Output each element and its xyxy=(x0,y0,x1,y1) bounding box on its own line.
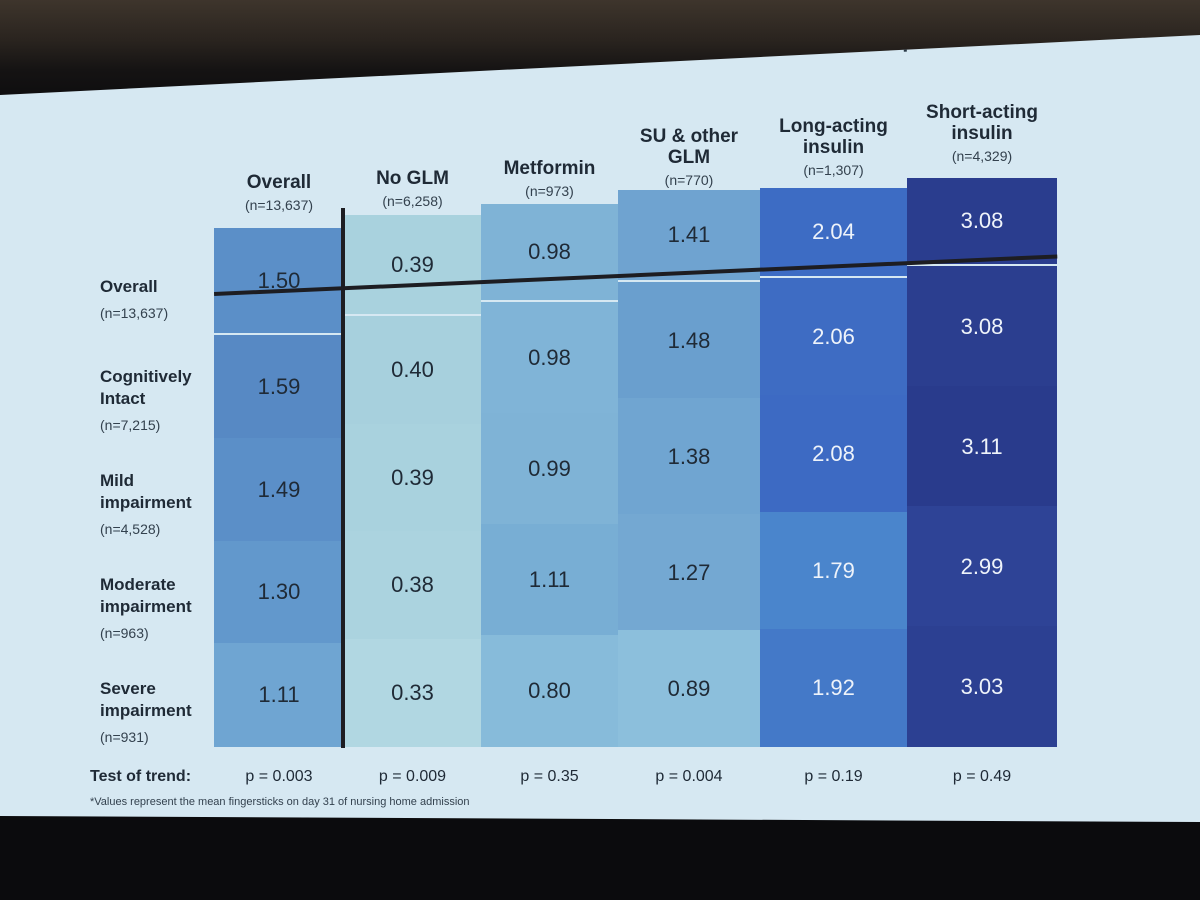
row-count: (n=4,528) xyxy=(100,521,161,537)
p-value: p = 0.19 xyxy=(804,768,863,785)
column-count: (n=4,329) xyxy=(951,148,1013,164)
table-cell: 1.30 xyxy=(214,540,344,645)
column-label: Metformin xyxy=(503,158,596,179)
table-cell: 0.38 xyxy=(344,531,481,640)
table-cell: 0.89 xyxy=(618,630,760,747)
column-count: (n=1,307) xyxy=(803,162,864,178)
table-cell: 2.08 xyxy=(760,395,907,513)
table-cell: 3.03 xyxy=(907,626,1057,747)
column-label: Overall xyxy=(246,172,312,193)
row-label: Mild impairment xyxy=(100,471,192,512)
row-count: (n=7,215) xyxy=(100,417,161,433)
table-cell: 0.39 xyxy=(344,423,481,532)
column-header: SU & other GLM (n=770) xyxy=(618,126,760,191)
row-header: Mild impairment (n=4,528) xyxy=(100,470,215,540)
column-header: Short-acting insulin (n=4,329) xyxy=(907,102,1057,167)
table-cell: 1.92 xyxy=(760,629,907,747)
column-header: Long-acting insulin (n=1,307) xyxy=(760,116,907,181)
row-header: Severe impairment (n=931) xyxy=(100,678,215,748)
column-count: (n=973) xyxy=(525,183,574,199)
table-cell: 1.41 xyxy=(618,190,760,280)
table-cell: 0.99 xyxy=(481,413,618,525)
footnote: *Values represent the mean fingersticks … xyxy=(90,796,470,808)
row-count: (n=931) xyxy=(100,729,149,745)
p-value: p = 0.003 xyxy=(245,768,313,785)
table-cell: 0.98 xyxy=(481,204,618,300)
table-cell: 1.48 xyxy=(618,282,760,399)
row-count: (n=963) xyxy=(100,625,149,641)
column-label: No GLM xyxy=(376,168,449,189)
p-value: p = 0.009 xyxy=(378,768,447,785)
table-cell: 0.33 xyxy=(344,638,481,747)
p-value: p = 0.35 xyxy=(520,768,579,785)
p-value: p = 0.49 xyxy=(952,768,1012,785)
row-count: (n=13,637) xyxy=(100,305,169,321)
table-cell: 1.38 xyxy=(618,398,760,515)
table-cell: 0.39 xyxy=(344,215,481,314)
row-header: Cognitively Intact (n=7,215) xyxy=(100,366,215,436)
table-cell: 0.98 xyxy=(481,302,618,414)
row-label: Moderate impairment xyxy=(100,575,192,616)
row-header: Overall (n=13,637) xyxy=(100,276,215,324)
vertical-divider xyxy=(341,208,345,748)
column-header: Metformin (n=973) xyxy=(481,158,618,202)
table-cell: 2.99 xyxy=(907,506,1057,627)
column-header: No GLM (n=6,258) xyxy=(344,168,481,212)
row-label: Severe impairment xyxy=(100,679,192,720)
column-label: Short-acting insulin xyxy=(926,102,1038,144)
table-cell: 3.08 xyxy=(907,178,1057,264)
table-cell: 0.40 xyxy=(344,316,481,425)
table-cell: 1.49 xyxy=(214,437,344,542)
table-cell: 1.50 xyxy=(214,228,344,333)
table-cell: 0.80 xyxy=(481,635,618,747)
table-cell: 2.06 xyxy=(760,278,907,396)
column-count: (n=13,637) xyxy=(244,197,314,213)
column-count: (n=770) xyxy=(664,172,714,188)
row-label: Overall xyxy=(100,277,158,296)
table-cell: 3.11 xyxy=(907,386,1057,507)
row-label: Cognitively Intact xyxy=(100,367,192,408)
trend-label: Test of trend: xyxy=(90,768,192,785)
column-label: Long-acting insulin xyxy=(779,116,888,158)
column-header: Overall (n=13,637) xyxy=(214,172,344,216)
table-cell: 1.11 xyxy=(214,643,344,747)
table-cell: 1.11 xyxy=(481,524,618,636)
table-cell: 1.79 xyxy=(760,512,907,630)
row-header: Moderate impairment (n=963) xyxy=(100,574,215,644)
table-cell: 1.27 xyxy=(618,514,760,631)
column-label: SU & other GLM xyxy=(639,126,739,168)
table-cell: 1.59 xyxy=(214,335,344,439)
table-cell: 3.08 xyxy=(907,266,1057,387)
p-value: p = 0.004 xyxy=(655,768,723,785)
column-count: (n=6,258) xyxy=(382,193,443,209)
